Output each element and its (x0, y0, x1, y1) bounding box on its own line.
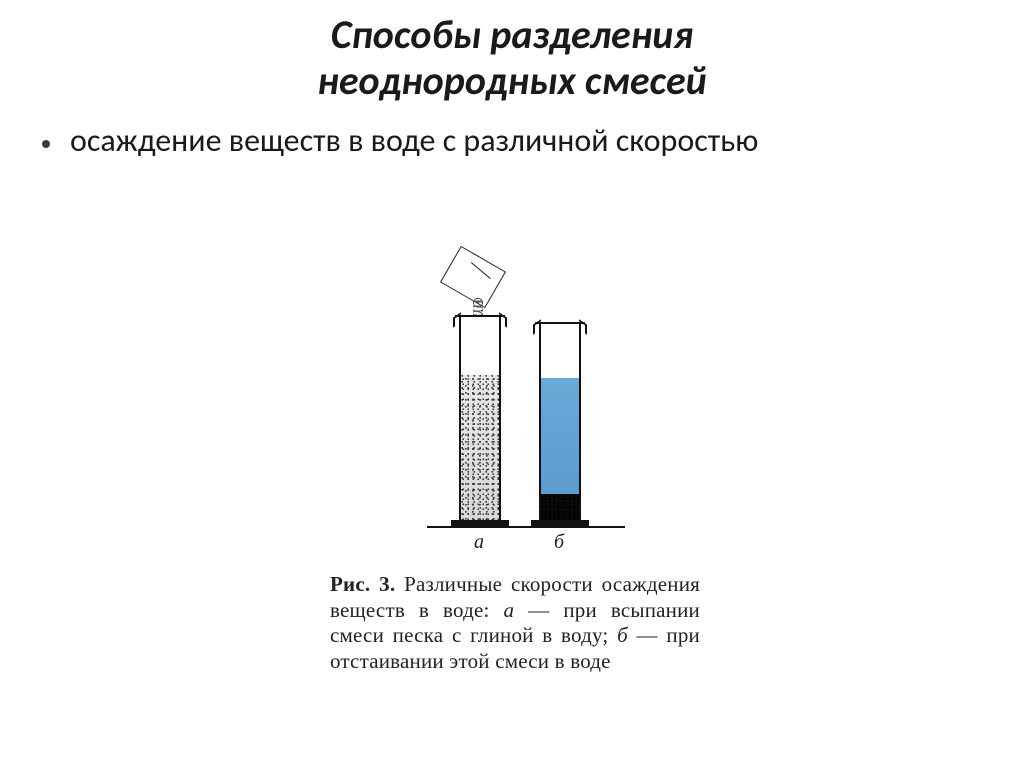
cylinder-b-sediment (541, 494, 579, 520)
bullet-text: осаждение веществ в воде с различной ско… (70, 122, 758, 160)
cylinders-diagram: а б (385, 260, 645, 550)
caption-a-letter: а (503, 598, 514, 622)
caption-prefix: Рис. 3. (330, 572, 395, 596)
slide-title: Способы разделения неоднородных смесей (0, 12, 1024, 104)
cylinder-b-lip (535, 322, 585, 324)
figure: а б Рис. 3. Различные скорости осаждения… (280, 260, 750, 674)
ground-line (427, 526, 625, 528)
figure-caption: Рис. 3. Различные скорости осаждения вещ… (330, 572, 700, 674)
caption-b-letter: б (617, 623, 628, 647)
bullet-marker (42, 140, 50, 148)
title-line-2: неоднородных смесей (317, 56, 706, 105)
label-b: б (554, 531, 564, 554)
cylinder-b (539, 324, 581, 522)
title-line-1: Способы разделения (331, 10, 694, 59)
bullet-item: осаждение веществ в воде с различной ско… (0, 122, 1024, 160)
packet-fold (471, 262, 491, 279)
cylinder-a-mixture (461, 375, 499, 520)
label-a: а (474, 531, 484, 554)
cylinder-a (459, 317, 501, 522)
cylinder-a-lip (455, 315, 505, 317)
